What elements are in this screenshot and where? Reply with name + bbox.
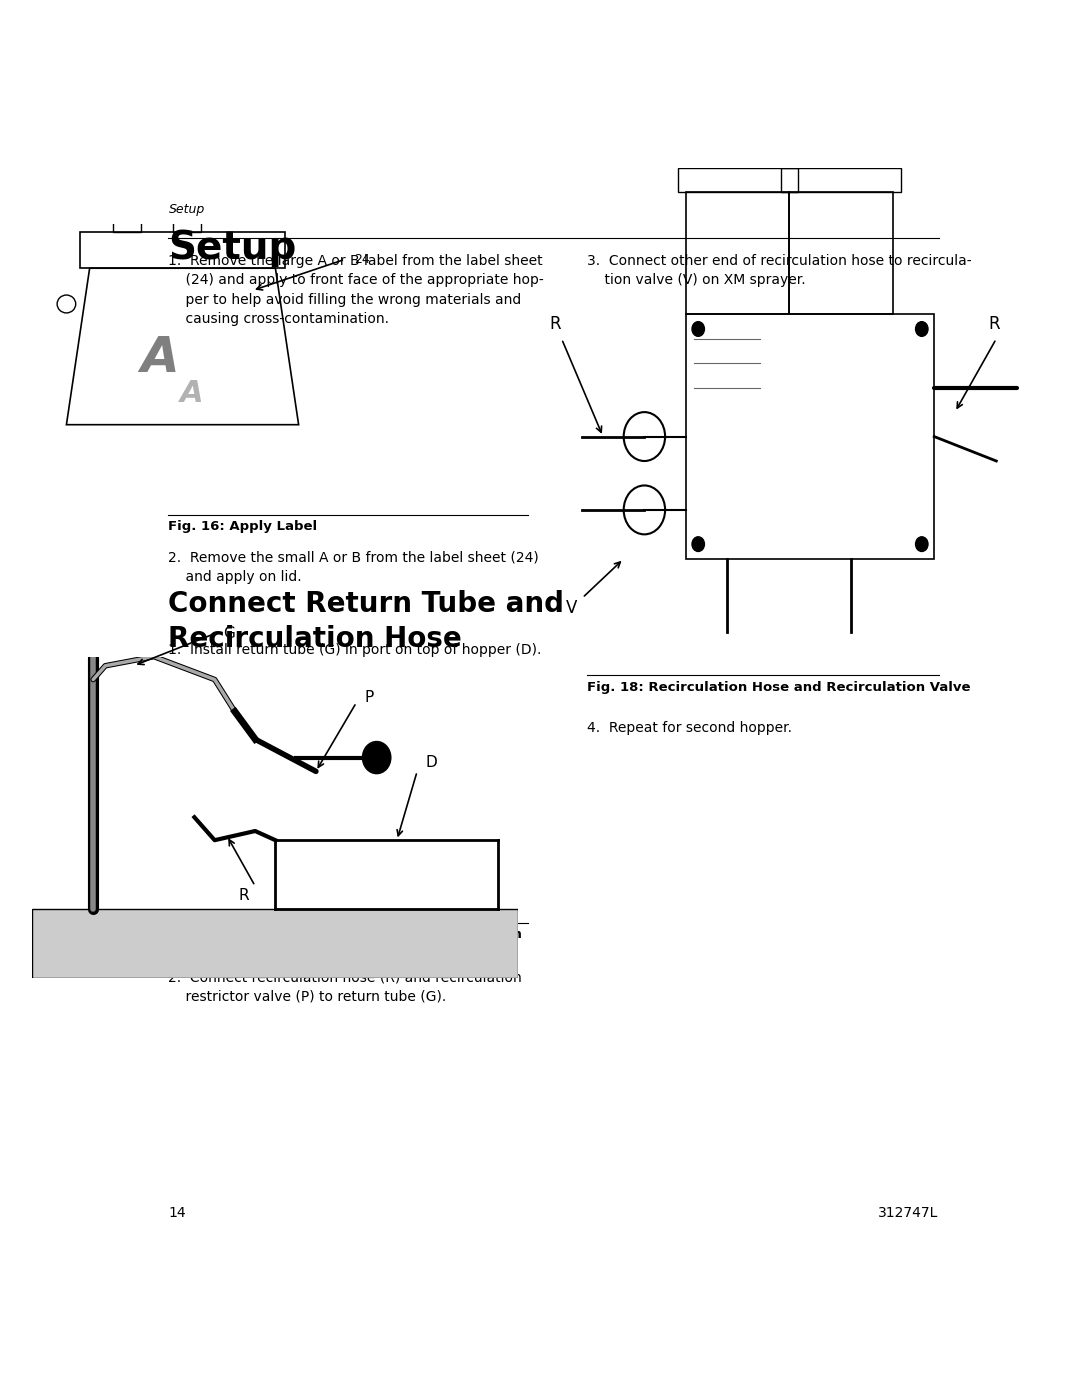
Text: 3.  Connect other end of recirculation hose to recircula-
    tion valve (V) on : 3. Connect other end of recirculation ho… [588, 254, 972, 288]
Text: Fig. 18: Recirculation Hose and Recirculation Valve: Fig. 18: Recirculation Hose and Recircul… [588, 680, 971, 694]
Bar [113, 219, 140, 232]
Text: R: R [988, 316, 1000, 332]
Text: A: A [180, 379, 204, 408]
Text: Setup: Setup [168, 229, 297, 267]
Text: 2.  Connect recirculation hose (R) and recirculation
    restrictor valve (P) to: 2. Connect recirculation hose (R) and re… [168, 970, 523, 1003]
Text: R: R [239, 887, 249, 902]
Circle shape [916, 536, 928, 552]
Circle shape [692, 536, 704, 552]
Polygon shape [32, 909, 518, 978]
Text: G: G [222, 626, 234, 641]
Text: D: D [426, 754, 437, 770]
Text: 312747L: 312747L [878, 1206, 939, 1220]
Bar [173, 219, 201, 232]
Text: 4.  Repeat for second hopper.: 4. Repeat for second hopper. [588, 721, 792, 735]
Text: Fig. 16: Apply Label: Fig. 16: Apply Label [168, 521, 318, 534]
Text: Setup: Setup [168, 203, 205, 217]
Text: P: P [364, 690, 374, 705]
Text: Connect Return Tube and
Recirculation Hose: Connect Return Tube and Recirculation Ho… [168, 591, 565, 652]
Circle shape [692, 321, 704, 337]
Text: 14: 14 [168, 1206, 186, 1220]
Text: 1.  Install return tube (G) in port on top of hopper (D).: 1. Install return tube (G) in port on to… [168, 643, 542, 657]
Text: V: V [566, 599, 577, 616]
Circle shape [363, 742, 391, 774]
Text: 2.  Remove the small A or B from the label sheet (24)
    and apply on lid.: 2. Remove the small A or B from the labe… [168, 550, 539, 584]
Text: 24: 24 [354, 253, 370, 265]
Circle shape [916, 321, 928, 337]
Text: Fig. 17: Connect Return Tube and Recirculation
Hose: Fig. 17: Connect Return Tube and Recircu… [168, 928, 523, 958]
Text: 1.  Remove the large A or B label from the label sheet
    (24) and apply to fro: 1. Remove the large A or B label from th… [168, 254, 544, 326]
Text: R: R [550, 316, 561, 332]
Text: A: A [140, 334, 178, 381]
